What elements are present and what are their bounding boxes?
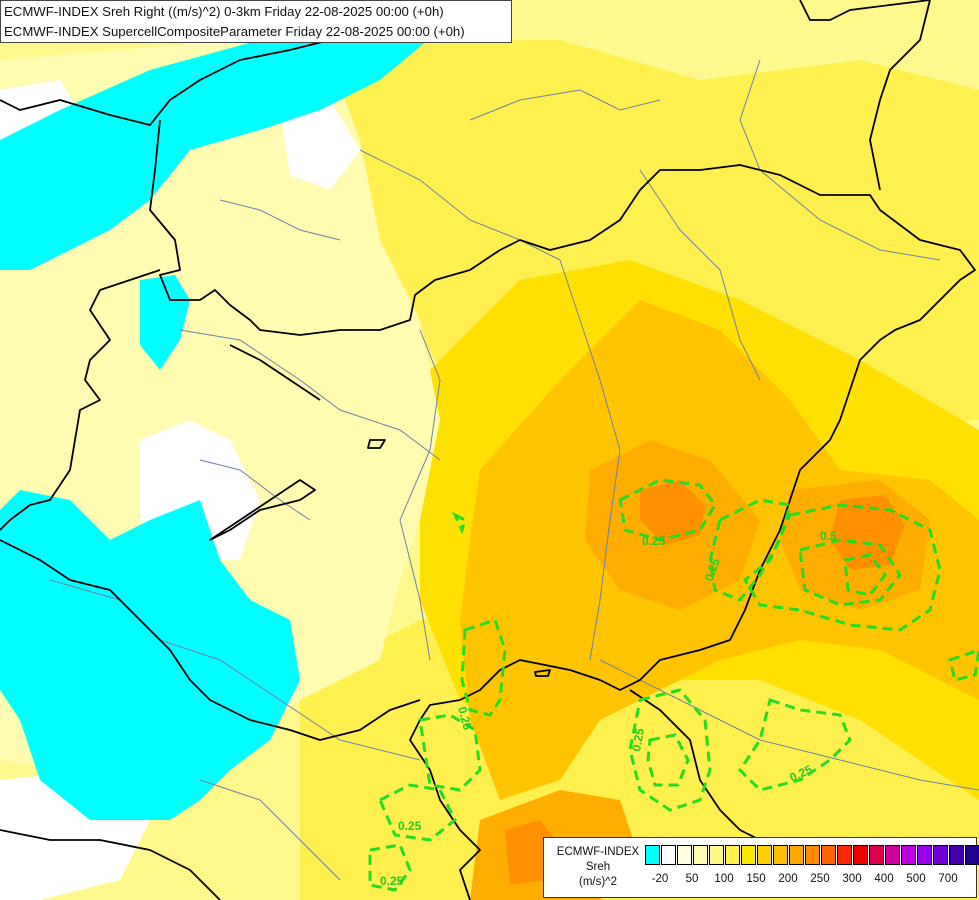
contour-label: 0.25 bbox=[642, 534, 666, 548]
legend-parameter: Sreh bbox=[585, 861, 611, 873]
legend-swatch bbox=[916, 845, 933, 865]
legend-tick-label: 100 bbox=[714, 873, 734, 885]
contour-label: 0.25 bbox=[398, 819, 422, 833]
color-legend: ECMWF-INDEX Sreh (m/s)^2 -20 50 100 150 200 2… bbox=[543, 837, 979, 898]
contour-label: 0.25 bbox=[629, 727, 647, 753]
legend-unit: (m/s)^2 bbox=[579, 876, 617, 888]
legend-swatch bbox=[900, 845, 917, 865]
field-darkorange-1 bbox=[640, 480, 705, 545]
legend-tick-label: -20 bbox=[651, 873, 669, 885]
legend-swatch bbox=[724, 845, 741, 865]
legend-tick-label: 300 bbox=[842, 873, 862, 885]
field-cyan-northwest bbox=[0, 30, 440, 270]
legend-swatch bbox=[884, 845, 901, 865]
scp-contours bbox=[368, 478, 979, 892]
legend-swatch bbox=[836, 845, 853, 865]
legend-tick-label: 250 bbox=[810, 873, 830, 885]
legend-swatch bbox=[868, 845, 885, 865]
field-white-4 bbox=[280, 100, 360, 190]
legend-swatch bbox=[932, 845, 949, 865]
legend-swatch bbox=[660, 845, 677, 865]
legend-swatch bbox=[948, 845, 964, 865]
legend-swatch bbox=[645, 845, 661, 865]
scp-contour-labels: 0.25 0.25 0.5 0.25 0.25 0.25 0.25 0.25 bbox=[380, 529, 837, 888]
legend-swatch bbox=[964, 845, 979, 865]
contour-label: 0.5 bbox=[820, 529, 837, 543]
legend-swatches bbox=[645, 845, 979, 865]
legend-swatch bbox=[692, 845, 709, 865]
legend-swatch bbox=[740, 845, 757, 865]
legend-source: ECMWF-INDEX bbox=[556, 846, 640, 858]
legend-swatch bbox=[788, 845, 805, 865]
field-cyan-southwest bbox=[0, 490, 300, 820]
legend-swatch bbox=[756, 845, 773, 865]
legend-ticks: -20 50 100 150 200 250 300 400 500 700 bbox=[645, 873, 975, 889]
legend-tick-label: 200 bbox=[778, 873, 798, 885]
field-cyan-strip bbox=[140, 275, 190, 370]
legend-swatch bbox=[708, 845, 725, 865]
legend-tick-label: 400 bbox=[874, 873, 894, 885]
legend-tick-label: 150 bbox=[746, 873, 766, 885]
title-sreh: ECMWF-INDEX Sreh Right ((m/s)^2) 0-3km F… bbox=[4, 4, 444, 19]
legend-tick-label: 50 bbox=[685, 873, 699, 885]
legend-swatch bbox=[820, 845, 837, 865]
rivers bbox=[49, 59, 979, 881]
legend-swatch bbox=[772, 845, 789, 865]
title-scp: ECMWF-INDEX SupercellCompositeParameter … bbox=[4, 24, 465, 39]
legend-swatch bbox=[676, 845, 693, 865]
legend-tick-label: 700 bbox=[938, 873, 958, 885]
legend-tick-label: 500 bbox=[906, 873, 926, 885]
legend-swatch bbox=[804, 845, 821, 865]
contour-label: 0.25 bbox=[380, 874, 404, 888]
legend-title: ECMWF-INDEX Sreh (m/s)^2 bbox=[552, 845, 644, 890]
legend-swatch bbox=[852, 845, 869, 865]
contour-label: 0.25 bbox=[455, 705, 475, 731]
map-title-box: ECMWF-INDEX Sreh Right ((m/s)^2) 0-3km F… bbox=[0, 0, 512, 43]
field-darkorange-2 bbox=[830, 495, 905, 570]
